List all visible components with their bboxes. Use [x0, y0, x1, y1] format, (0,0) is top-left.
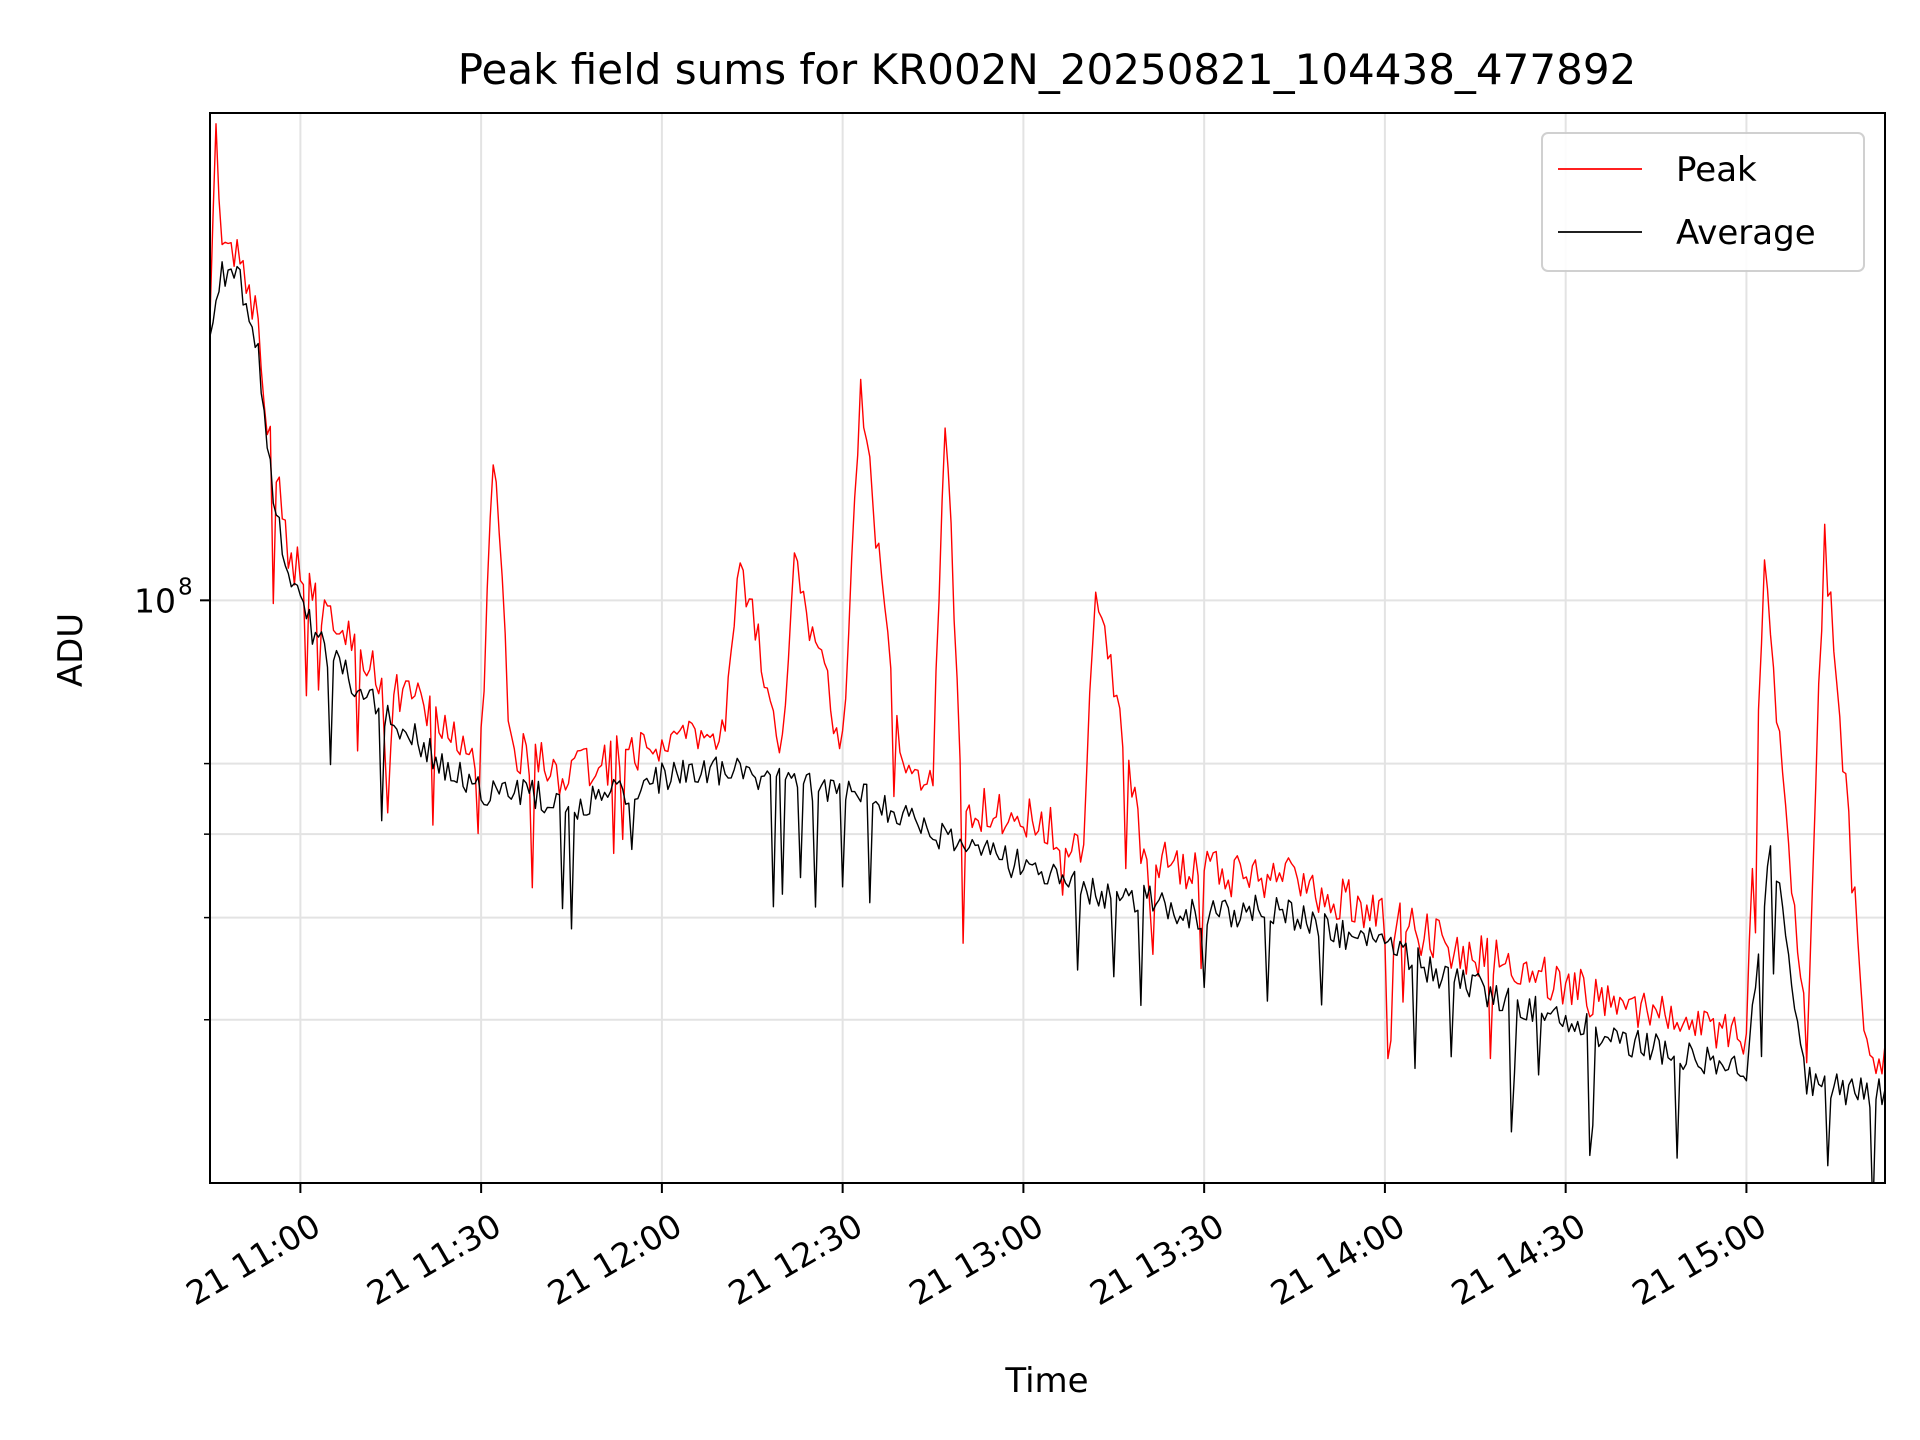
series-line-average — [210, 261, 1885, 1183]
series-layer — [210, 123, 1885, 1183]
y-tick-label-exponent: 8 — [178, 574, 193, 600]
y-tick-label: 10 — [134, 581, 176, 620]
x-axis-label: Time — [1004, 1361, 1088, 1401]
grid-lines — [210, 113, 1885, 1183]
legend: Peak Average — [1541, 132, 1865, 272]
y-axis: 10 8 — [134, 574, 210, 1021]
legend-label-peak: Peak — [1676, 150, 1757, 190]
series-line-peak — [210, 123, 1885, 1075]
chart-title: Peak field sums for KR002N_20250821_1044… — [458, 45, 1637, 94]
legend-label-average: Average — [1676, 213, 1816, 253]
y-axis-label: ADU — [51, 613, 91, 687]
plot-area-frame — [209, 112, 1886, 1184]
legend-box — [1541, 132, 1865, 272]
